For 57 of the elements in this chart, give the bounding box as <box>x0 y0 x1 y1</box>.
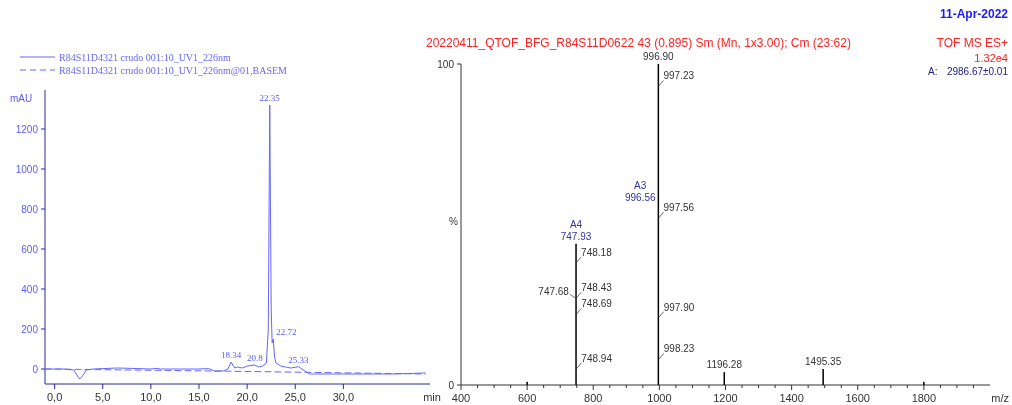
annotation: 1.32e4 <box>974 52 1008 64</box>
text: TOF MS ES+ <box>936 36 1008 50</box>
x-tick-label: 1200 <box>713 392 738 404</box>
x-tick-label: 0,0 <box>46 391 63 403</box>
x-tick-label: 1400 <box>779 392 804 404</box>
x-tick-label: 1600 <box>845 392 870 404</box>
annotation: 747.93 <box>560 230 592 242</box>
annotation: 1495.35 <box>805 355 842 367</box>
annotation: 748.69 <box>581 298 613 310</box>
annotation: 20.8 <box>246 353 264 363</box>
x-tick-label: 1000 <box>647 392 672 404</box>
y-tick-label: 800 <box>21 204 39 215</box>
annotation: 18.34 <box>221 350 242 360</box>
y-tick-label: 1200 <box>15 124 39 135</box>
x-tick-label: 800 <box>584 392 603 404</box>
annotation: 997.23 <box>663 70 695 82</box>
annotation: 22.35 <box>259 93 281 103</box>
x-tick-label: 25,0 <box>284 391 306 403</box>
annotation: 748.18 <box>581 247 613 259</box>
legend-label: R84S11D4321 crudo 001:10_UV1_226nm@01,BASEM <box>59 65 288 76</box>
annotation: 748.43 <box>581 282 613 294</box>
y-tick-label: 400 <box>21 284 39 295</box>
text: 11-Apr-2022 <box>939 7 1009 21</box>
x-tick-label: 1800 <box>911 392 937 404</box>
x-tick-label: 600 <box>517 392 537 404</box>
annotation: 2986.67±0.01 <box>946 66 1009 77</box>
annotation: 997.90 <box>663 301 695 313</box>
y-axis-title: % <box>449 215 458 227</box>
x-tick-label: 400 <box>451 392 471 404</box>
annotation: 22.72 <box>276 327 297 337</box>
annotation: A4 <box>569 218 583 230</box>
annotation: 998.23 <box>663 343 695 355</box>
x-tick-label: 20,0 <box>236 391 258 403</box>
y-tick-label: 0 <box>32 364 39 375</box>
annotation: 25.33 <box>288 354 310 365</box>
x-tick-label: 10,0 <box>140 391 162 403</box>
annotation: A3 <box>634 180 647 192</box>
x-axis-title: m/z <box>991 392 1009 404</box>
annotation: 1196.28 <box>706 359 743 371</box>
y-tick-label: 600 <box>21 244 39 255</box>
x-tick-label: 15,0 <box>188 391 210 403</box>
annotation: A: <box>928 66 938 77</box>
legend-label: R84S11D4321 crudo 001:10_UV1_226nm <box>59 52 232 63</box>
annotation: 997.56 <box>663 202 695 214</box>
y-tick-label: 1000 <box>15 164 39 175</box>
x-tick-label: 5,0 <box>95 391 111 403</box>
y-tick-label: 200 <box>21 324 39 335</box>
annotation: 996.90 <box>643 51 675 62</box>
annotation: 747.68 <box>538 286 570 298</box>
annotation: 748.94 <box>581 352 613 364</box>
x-tick-label: 30,0 <box>332 391 355 403</box>
annotation: 996.56 <box>624 192 656 204</box>
y-axis-title: mAU <box>10 93 33 104</box>
y-tick-label: 100 <box>437 59 455 70</box>
x-axis-title: min <box>423 391 441 403</box>
y-tick-label: 0 <box>448 380 455 391</box>
chart-title: 20220411_QTOF_BFG_R84S11D0622 43 (0.895) Sm (Mn, 1x3.00); Cm (23:62) <box>426 36 851 50</box>
